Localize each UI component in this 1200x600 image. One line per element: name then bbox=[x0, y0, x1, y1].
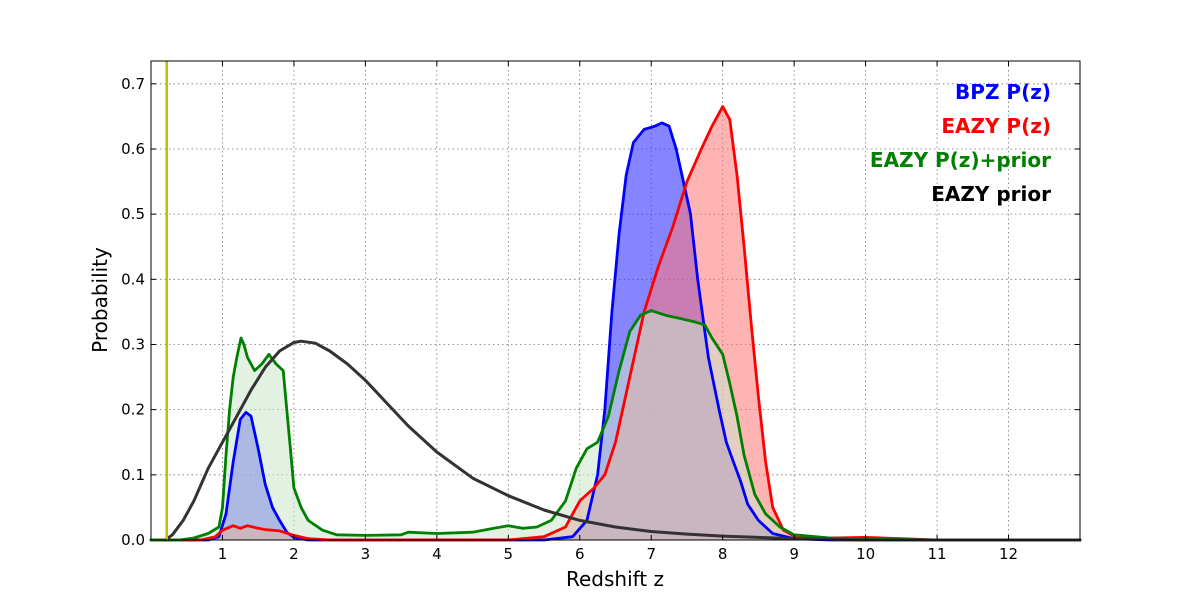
plot-frame bbox=[150, 60, 1081, 541]
y-tick-labels: 0.0 0.1 0.2 0.3 0.4 0.5 0.6 0.7 bbox=[121, 75, 145, 549]
y-tick-label: 0.4 bbox=[121, 270, 145, 288]
y-tick-label: 0.6 bbox=[121, 140, 145, 158]
y-tick-label: 0.7 bbox=[121, 75, 145, 93]
x-tick-label: 7 bbox=[646, 545, 656, 563]
series-line-eazy-p-z-prior bbox=[149, 309, 1082, 542]
x-tick-label: 5 bbox=[504, 545, 514, 563]
series-line-eazy-p-z bbox=[149, 105, 1082, 542]
x-tick-label: 4 bbox=[432, 545, 442, 563]
legend-entry: BPZ P(z) bbox=[955, 80, 1051, 104]
series-line-eazy-prior bbox=[163, 339, 1082, 542]
legend: BPZ P(z) EAZY P(z) EAZY P(z)+prior EAZY pri… bbox=[870, 80, 1051, 206]
series-fills bbox=[151, 106, 1080, 541]
series-fill-eazy-p-z-prior bbox=[151, 310, 1080, 540]
series-line-bpz-p-z bbox=[149, 121, 1082, 542]
x-tick-label: 9 bbox=[789, 545, 799, 563]
x-tick-labels: 1 2 3 4 5 6 7 8 9 10 11 12 bbox=[218, 545, 1018, 563]
x-tick-label: 2 bbox=[289, 545, 299, 563]
x-tick-label: 1 bbox=[218, 545, 228, 563]
x-axis-label: Redshift z bbox=[566, 567, 664, 591]
x-tick-label: 11 bbox=[928, 545, 947, 563]
axis-ticks bbox=[151, 61, 1080, 541]
x-tick-label: 12 bbox=[999, 545, 1018, 563]
legend-entry: EAZY P(z)+prior bbox=[870, 148, 1051, 172]
series-fill-bpz-p-z bbox=[151, 122, 1080, 541]
y-tick-label: 0.3 bbox=[121, 335, 145, 353]
x-tick-label: 6 bbox=[575, 545, 585, 563]
x-tick-label: 3 bbox=[361, 545, 371, 563]
legend-entry: EAZY prior bbox=[931, 182, 1051, 206]
y-tick-label: 0.2 bbox=[121, 401, 145, 419]
legend-entry: EAZY P(z) bbox=[941, 114, 1051, 138]
x-tick-label: 8 bbox=[718, 545, 728, 563]
y-tick-label: 0.0 bbox=[121, 531, 145, 549]
y-tick-label: 0.1 bbox=[121, 466, 145, 484]
series-lines bbox=[149, 105, 1082, 542]
y-axis-label: Probability bbox=[88, 247, 112, 353]
x-tick-label: 10 bbox=[856, 545, 875, 563]
y-tick-label: 0.5 bbox=[121, 205, 145, 223]
